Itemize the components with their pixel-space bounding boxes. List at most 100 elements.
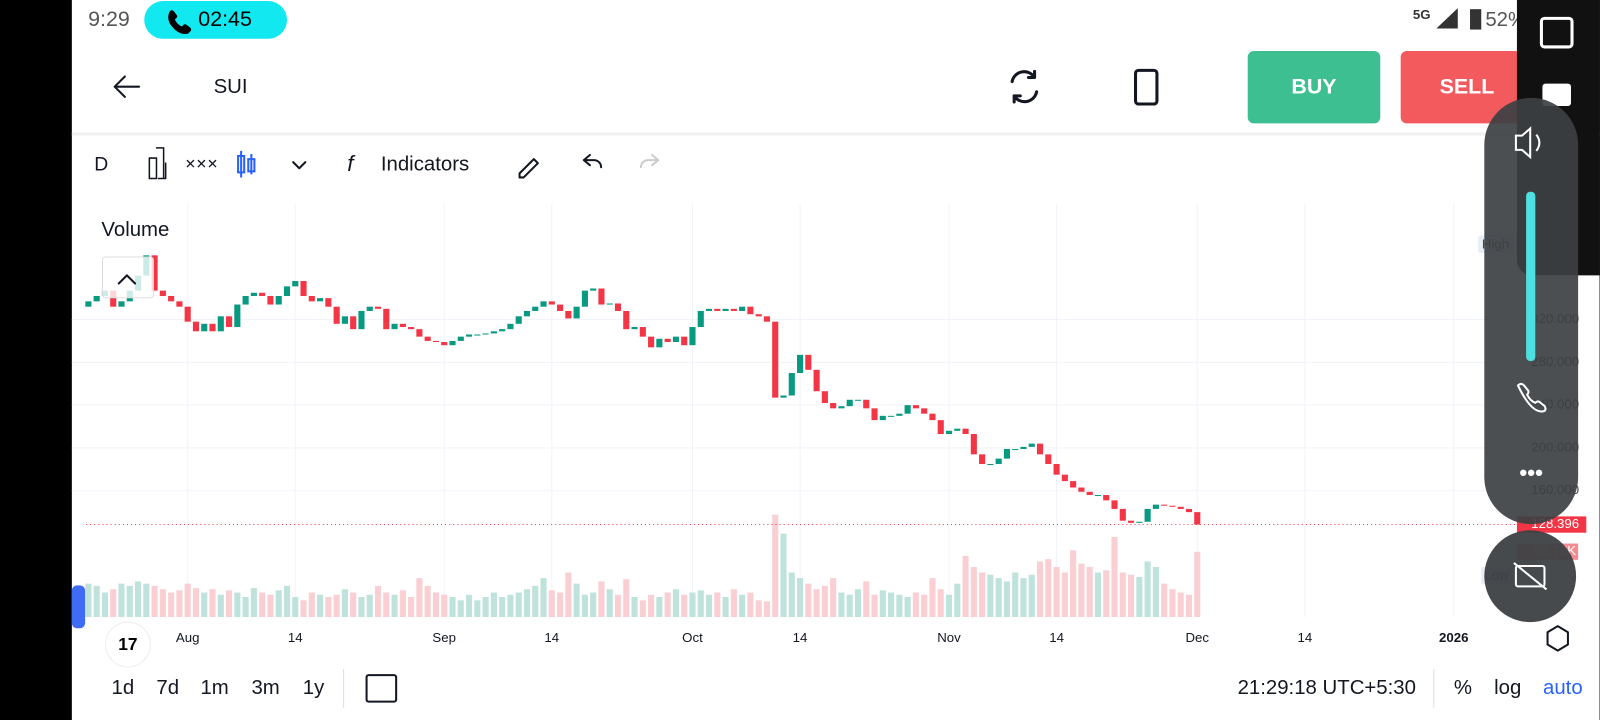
calendar-icon[interactable] (1539, 16, 1574, 49)
range-button[interactable]: 1d (111, 677, 134, 699)
speaker-icon[interactable] (1514, 126, 1541, 160)
volume-bar (1094, 572, 1102, 617)
goto-date-button[interactable] (365, 674, 398, 703)
orientation-button[interactable] (1133, 68, 1159, 106)
volume-bar (399, 590, 406, 617)
refresh-button[interactable] (1010, 69, 1039, 104)
candle (416, 329, 423, 337)
volume-bar (937, 589, 944, 617)
candle (391, 323, 398, 330)
volume-bar (1144, 561, 1151, 617)
side-tab[interactable] (71, 585, 86, 629)
candle (623, 310, 630, 330)
volume-bar (863, 581, 870, 617)
candle (548, 301, 555, 305)
candle (250, 292, 257, 296)
candle (1136, 521, 1143, 523)
candle (912, 405, 919, 409)
volume-bar (250, 588, 257, 617)
back-button[interactable] (113, 75, 141, 98)
volume-bar (374, 585, 382, 617)
range-button[interactable]: 7d (156, 677, 179, 699)
network: 5G (1413, 7, 1431, 22)
x-tick-label: 14 (793, 630, 808, 645)
volume-bar (441, 594, 448, 617)
volume-bar (970, 566, 977, 617)
volume-bar (813, 589, 820, 617)
pnf-icon[interactable]: ✕✕✕ (185, 157, 218, 172)
candle (995, 458, 1002, 464)
candle (1045, 454, 1052, 464)
draw-button[interactable] (518, 158, 539, 179)
buy-label: BUY (1291, 74, 1336, 98)
volume-bar (921, 594, 928, 617)
candle (457, 336, 464, 341)
candle (705, 308, 713, 311)
volume-bar (118, 583, 125, 617)
settings-button[interactable] (1546, 625, 1569, 652)
volume-bar (465, 594, 473, 617)
interval-button[interactable]: D (94, 153, 108, 175)
volume-bar (945, 594, 953, 617)
volume-bar (697, 590, 704, 617)
candle (441, 341, 448, 346)
candle (399, 323, 406, 328)
volume-bar (259, 592, 266, 617)
volume-bar (1012, 572, 1019, 617)
volume-bar (383, 592, 390, 617)
x-tick-label: 14 (1049, 630, 1064, 645)
more-button[interactable]: ••• (1519, 460, 1543, 485)
volume-bar (1078, 563, 1085, 617)
bt-call-icon[interactable] (1516, 382, 1547, 413)
candle (267, 295, 274, 305)
log-toggle[interactable]: log (1494, 677, 1521, 699)
volume-bar (1152, 566, 1159, 617)
candle (780, 395, 787, 398)
sell-button[interactable] (1400, 50, 1534, 124)
volume-bar (449, 596, 456, 617)
candle (681, 336, 688, 346)
candle (557, 304, 564, 311)
volume-bar (548, 590, 555, 617)
candles-icon[interactable] (237, 150, 256, 178)
buy-button[interactable] (1247, 50, 1381, 124)
candle (598, 288, 605, 305)
volume-bar (730, 589, 737, 617)
indicators-button[interactable]: Indicators (381, 154, 469, 176)
message-icon[interactable] (1542, 83, 1571, 107)
candle (904, 405, 911, 414)
candle (118, 301, 125, 307)
redo-button[interactable] (639, 153, 660, 169)
candle (838, 406, 845, 409)
volume-bar (780, 533, 787, 617)
call-icon (168, 10, 192, 34)
x-tick-label: 14 (288, 630, 303, 645)
bars-icon[interactable] (148, 147, 167, 180)
x-tick-label: Aug (176, 630, 200, 645)
volume-bar (499, 596, 506, 617)
percent-toggle[interactable]: % (1454, 677, 1472, 699)
volume-bar (159, 589, 166, 617)
candle (1111, 500, 1118, 509)
volume-bar (606, 589, 613, 617)
volume-level[interactable] (1526, 191, 1536, 362)
volume-bar (317, 594, 324, 617)
candle (159, 290, 166, 296)
volume-bar (292, 596, 299, 617)
candle (788, 373, 795, 396)
candle (821, 391, 828, 403)
volume-bar (1003, 581, 1010, 617)
volume-bar (93, 585, 100, 617)
chart-type-menu[interactable] (292, 161, 307, 170)
range-button[interactable]: 3m (251, 677, 279, 699)
auto-toggle[interactable]: auto (1543, 677, 1583, 699)
undo-button[interactable] (582, 153, 603, 169)
volume-bar (755, 600, 762, 617)
candle (722, 308, 729, 311)
candle (714, 308, 721, 311)
candle (1185, 508, 1193, 513)
candle (631, 327, 638, 330)
battery: 52% (1485, 9, 1526, 31)
range-button[interactable]: 1m (200, 677, 228, 699)
range-button[interactable]: 1y (303, 677, 325, 699)
